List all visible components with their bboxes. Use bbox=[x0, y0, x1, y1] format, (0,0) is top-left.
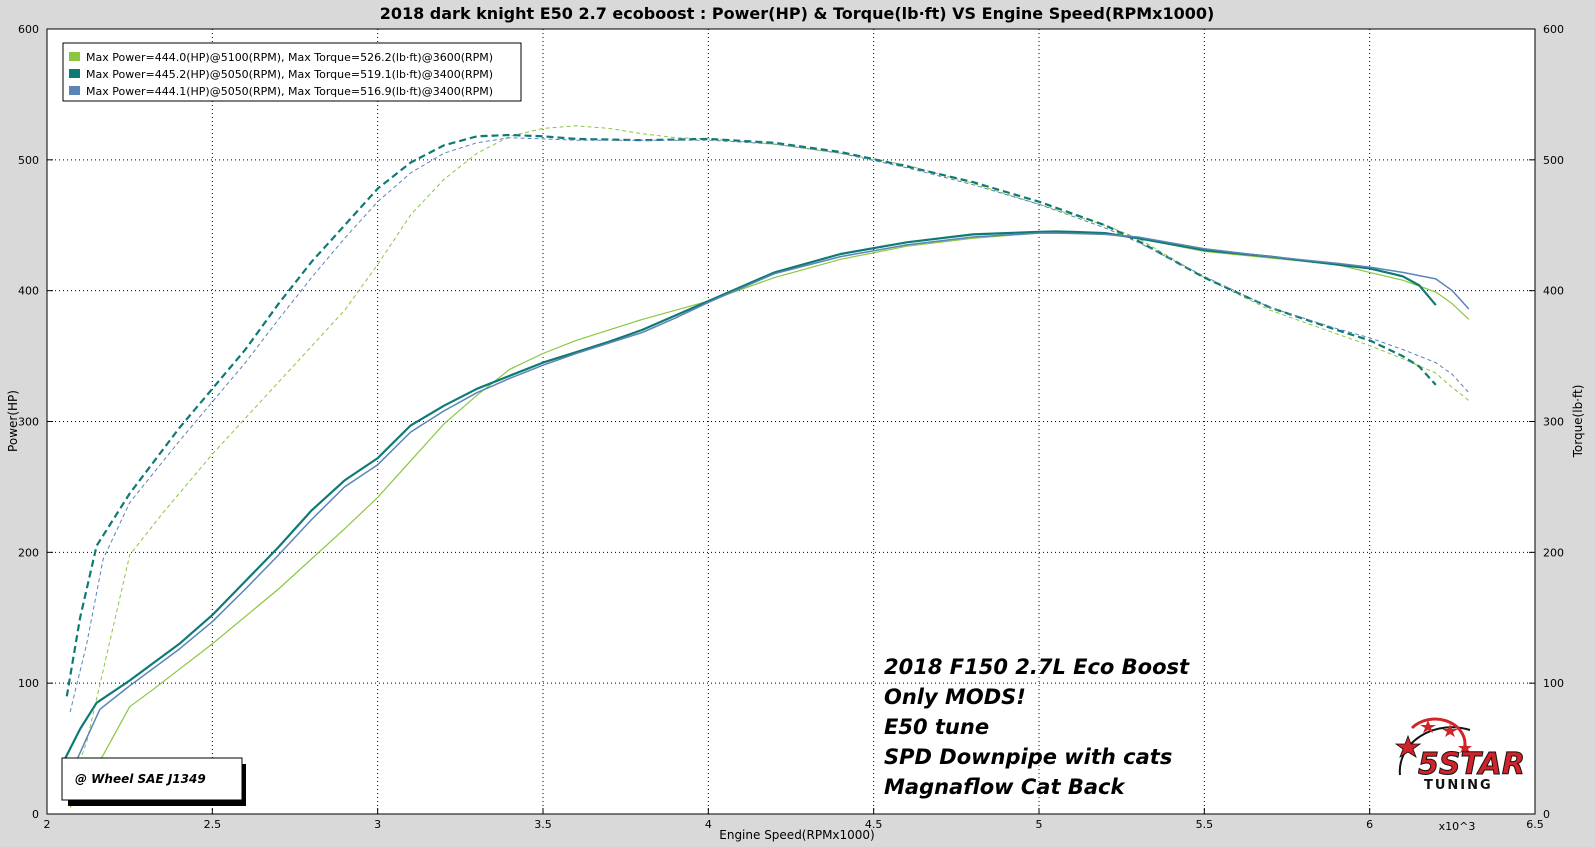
annotation-line: E50 tune bbox=[884, 715, 989, 739]
legend-swatch bbox=[69, 52, 80, 61]
x-tick-label: 6.5 bbox=[1526, 818, 1544, 831]
y-tick-label-right: 0 bbox=[1543, 808, 1550, 821]
torque-series-line bbox=[65, 133, 1437, 697]
y-tick-label-right: 300 bbox=[1543, 416, 1564, 429]
x-tick-label: 6 bbox=[1366, 818, 1373, 831]
annotation-block: 2018 F150 2.7L Eco Boost Only MODS! E50 … bbox=[884, 655, 1190, 799]
x-tick-label: 3.5 bbox=[534, 818, 552, 831]
x-tick-label: 4.5 bbox=[865, 818, 883, 831]
legend-swatch bbox=[69, 86, 80, 95]
y-tick-label-left: 600 bbox=[18, 23, 39, 36]
annotation-line: Magnaflow Cat Back bbox=[884, 775, 1126, 799]
star-icon bbox=[1394, 734, 1422, 758]
chart-title: 2018 dark knight E50 2.7 ecoboost : Powe… bbox=[380, 4, 1215, 23]
star-icon bbox=[1458, 742, 1472, 753]
stamp-frame bbox=[61, 757, 243, 801]
legend-box bbox=[62, 42, 522, 102]
stamp-text: @ Wheel SAE J1349 bbox=[75, 772, 206, 786]
y-axis-left-label: Power(HP) bbox=[6, 390, 20, 452]
y-tick-label-left: 100 bbox=[18, 677, 39, 690]
y-tick-label-left: 500 bbox=[18, 154, 39, 167]
stamp-box: @ Wheel SAE J1349 bbox=[61, 757, 246, 806]
y-tick-label-right: 200 bbox=[1543, 546, 1564, 559]
y-tick-label-right: 100 bbox=[1543, 677, 1564, 690]
annotation-line: Only MODS! bbox=[884, 685, 1026, 709]
power-series-line bbox=[69, 232, 1470, 776]
annotation-line: 2018 F150 2.7L Eco Boost bbox=[884, 655, 1190, 679]
legend: Max Power=444.0(HP)@5100(RPM), Max Torqu… bbox=[62, 42, 522, 102]
star-icon bbox=[1442, 724, 1458, 737]
x-tick-label: 4 bbox=[705, 818, 712, 831]
x-tick-label: 5 bbox=[1036, 818, 1043, 831]
x-tick-label: 5.5 bbox=[1196, 818, 1214, 831]
y-tick-label-left: 400 bbox=[18, 285, 39, 298]
brand-logo: 5STAR TUNING bbox=[1394, 717, 1525, 793]
x-tick-label: 3 bbox=[374, 818, 381, 831]
series-layer bbox=[62, 125, 1470, 808]
x-axis-label: Engine Speed(RPMx1000) bbox=[719, 828, 875, 842]
legend-entry: Max Power=444.0(HP)@5100(RPM), Max Torqu… bbox=[86, 51, 493, 64]
x-tick-label: 2.5 bbox=[204, 818, 222, 831]
x-axis-multiplier: x10^3 bbox=[1439, 820, 1476, 833]
power-series-line bbox=[62, 230, 1437, 763]
y-tick-label-right: 600 bbox=[1543, 23, 1564, 36]
y-tick-label-right: 500 bbox=[1543, 154, 1564, 167]
y-axis-right-label: Torque(lb·ft) bbox=[1571, 385, 1585, 459]
torque-series-line bbox=[69, 125, 1470, 788]
star-icon bbox=[1420, 720, 1436, 733]
y-tick-label-left: 200 bbox=[18, 546, 39, 559]
logo-arc bbox=[1410, 717, 1467, 746]
y-axis-left-ticks: 0 100 200 300 400 500 600 bbox=[18, 23, 53, 821]
y-tick-label-right: 400 bbox=[1543, 285, 1564, 298]
y-axis-right-ticks: 0 100 200 300 400 500 600 bbox=[1529, 23, 1564, 821]
legend-entry: Max Power=444.1(HP)@5050(RPM), Max Torqu… bbox=[86, 85, 493, 98]
logo-wordmark: 5STAR bbox=[1418, 747, 1525, 782]
y-tick-label-left: 0 bbox=[32, 808, 39, 821]
logo-tagline: TUNING bbox=[1424, 778, 1493, 793]
x-axis-ticks: 2 2.5 3 3.5 4 4.5 5 5.5 6 6.5 bbox=[44, 808, 1544, 831]
torque-series-line bbox=[69, 137, 1470, 713]
grid bbox=[47, 29, 1535, 814]
legend-entry: Max Power=445.2(HP)@5050(RPM), Max Torqu… bbox=[86, 68, 493, 81]
legend-swatch bbox=[69, 69, 80, 78]
x-tick-label: 2 bbox=[44, 818, 51, 831]
y-tick-label-left: 300 bbox=[18, 416, 39, 429]
annotation-line: SPD Downpipe with cats bbox=[884, 745, 1172, 769]
